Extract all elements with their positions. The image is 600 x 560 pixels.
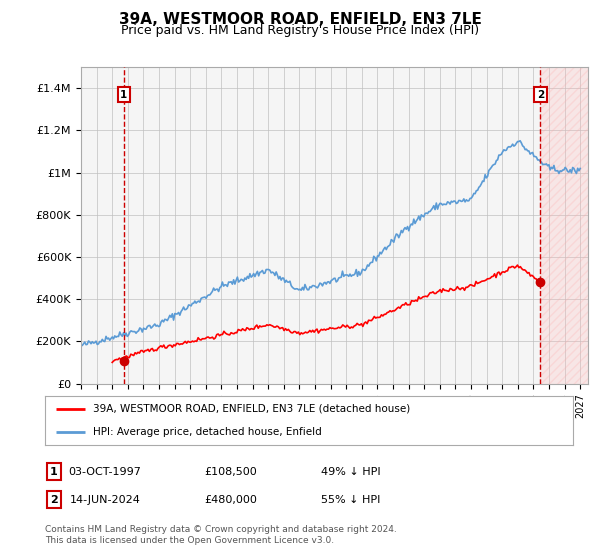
Text: 14-JUN-2024: 14-JUN-2024 — [70, 494, 140, 505]
Text: 2: 2 — [50, 494, 58, 505]
Text: 1: 1 — [120, 90, 128, 100]
Text: £480,000: £480,000 — [205, 494, 257, 505]
Text: 39A, WESTMOOR ROAD, ENFIELD, EN3 7LE (detached house): 39A, WESTMOOR ROAD, ENFIELD, EN3 7LE (de… — [92, 404, 410, 414]
Text: 03-OCT-1997: 03-OCT-1997 — [68, 466, 142, 477]
Text: Contains HM Land Registry data © Crown copyright and database right 2024.
This d: Contains HM Land Registry data © Crown c… — [45, 525, 397, 545]
Text: HPI: Average price, detached house, Enfield: HPI: Average price, detached house, Enfi… — [92, 427, 321, 437]
Text: 49% ↓ HPI: 49% ↓ HPI — [321, 466, 381, 477]
Bar — [541, 67, 588, 384]
Text: 1: 1 — [50, 466, 58, 477]
Text: 2: 2 — [537, 90, 544, 100]
Text: £108,500: £108,500 — [205, 466, 257, 477]
Text: 55% ↓ HPI: 55% ↓ HPI — [322, 494, 380, 505]
Text: 39A, WESTMOOR ROAD, ENFIELD, EN3 7LE: 39A, WESTMOOR ROAD, ENFIELD, EN3 7LE — [119, 12, 481, 27]
Text: Price paid vs. HM Land Registry's House Price Index (HPI): Price paid vs. HM Land Registry's House … — [121, 24, 479, 37]
